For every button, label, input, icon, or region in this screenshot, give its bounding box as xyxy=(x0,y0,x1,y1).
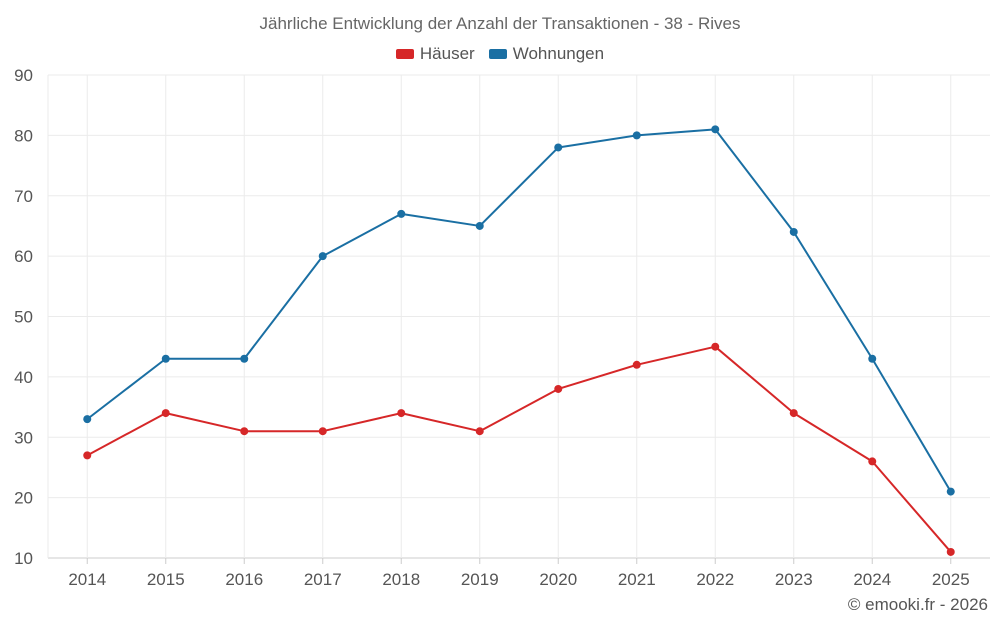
x-tick-label: 2014 xyxy=(68,570,106,589)
y-tick-label: 90 xyxy=(14,66,33,85)
data-point xyxy=(475,427,484,436)
y-tick-label: 10 xyxy=(14,549,33,568)
y-tick-label: 20 xyxy=(14,489,33,508)
legend-item-haeuser[interactable]: Häuser xyxy=(395,44,475,64)
data-point xyxy=(711,342,720,351)
data-point xyxy=(397,209,406,218)
data-point xyxy=(868,457,877,466)
y-tick-label: 50 xyxy=(14,308,33,327)
x-tick-label: 2017 xyxy=(304,570,342,589)
data-point xyxy=(161,409,170,418)
data-point xyxy=(240,354,249,363)
data-point xyxy=(868,354,877,363)
axis-layer: 10 20 30 40 50 60 70 80 90 2014 2015 2016 2017 2018 20… xyxy=(14,66,970,589)
data-point xyxy=(554,384,563,393)
legend-swatch-wohnungen xyxy=(488,49,507,59)
data-point xyxy=(632,131,641,140)
legend-label-haeuser: Häuser xyxy=(419,44,475,63)
data-point xyxy=(240,427,249,436)
grid-layer xyxy=(47,74,990,559)
data-point xyxy=(161,354,170,363)
y-tick-label: 80 xyxy=(14,126,33,145)
y-tick-label: 60 xyxy=(14,247,33,266)
footer-copyright: © emooki.fr - 2026 xyxy=(847,595,988,614)
data-point xyxy=(946,487,955,496)
data-point xyxy=(632,360,641,369)
data-point xyxy=(789,227,798,236)
chart-title: Jährliche Entwicklung der Anzahl der Tra… xyxy=(259,14,741,33)
legend-swatch-haeuser xyxy=(395,49,414,59)
x-tick-label: 2021 xyxy=(618,570,656,589)
x-tick-label: 2020 xyxy=(539,570,577,589)
data-point xyxy=(83,415,92,424)
legend-label-wohnungen: Wohnungen xyxy=(512,44,605,63)
data-point xyxy=(318,427,327,436)
data-point xyxy=(946,547,955,556)
x-tick-label: 2025 xyxy=(932,570,970,589)
x-tick-label: 2018 xyxy=(382,570,420,589)
data-point xyxy=(554,143,563,152)
x-tick-label: 2015 xyxy=(147,570,185,589)
data-point xyxy=(397,409,406,418)
series-layer xyxy=(83,125,955,556)
data-point xyxy=(83,451,92,460)
data-point xyxy=(711,125,720,134)
x-tick-label: 2016 xyxy=(225,570,263,589)
legend: Häuser Wohnungen xyxy=(0,44,1000,64)
x-tick-label: 2022 xyxy=(696,570,734,589)
series-line-0 xyxy=(86,345,952,553)
y-tick-label: 40 xyxy=(14,368,33,387)
data-point xyxy=(789,409,798,418)
series-line-1 xyxy=(86,128,952,493)
x-tick-label: 2024 xyxy=(853,570,891,589)
x-tick-label: 2023 xyxy=(775,570,813,589)
data-point xyxy=(318,252,327,261)
legend-item-wohnungen[interactable]: Wohnungen xyxy=(488,44,605,64)
data-point xyxy=(475,221,484,230)
y-tick-label: 30 xyxy=(14,428,33,447)
x-tick-label: 2019 xyxy=(461,570,499,589)
y-tick-label: 70 xyxy=(14,187,33,206)
